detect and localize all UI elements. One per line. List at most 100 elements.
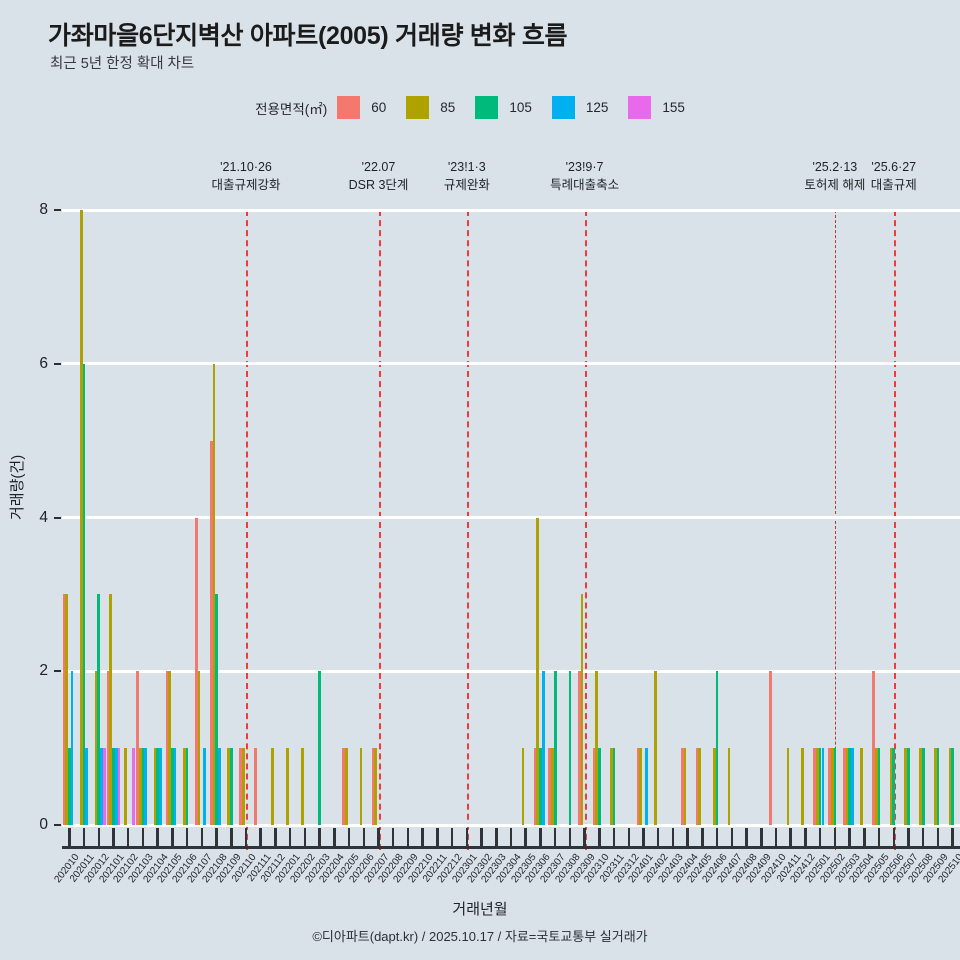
- bar[interactable]: [239, 748, 242, 825]
- bar[interactable]: [212, 363, 216, 825]
- bar[interactable]: [197, 671, 201, 825]
- bar[interactable]: [818, 748, 822, 825]
- bar[interactable]: [80, 210, 83, 825]
- bar[interactable]: [904, 748, 908, 825]
- bar[interactable]: [612, 748, 616, 825]
- bar[interactable]: [816, 748, 819, 825]
- bar[interactable]: [371, 748, 375, 825]
- bar[interactable]: [609, 748, 613, 825]
- bar[interactable]: [828, 748, 831, 825]
- bar[interactable]: [872, 671, 875, 825]
- bar[interactable]: [813, 748, 817, 825]
- bar[interactable]: [536, 517, 540, 825]
- bar[interactable]: [801, 748, 805, 825]
- bar[interactable]: [132, 748, 135, 825]
- bar[interactable]: [877, 748, 881, 825]
- bar[interactable]: [644, 748, 648, 825]
- bar[interactable]: [97, 594, 101, 825]
- bar[interactable]: [597, 748, 601, 825]
- bar[interactable]: [769, 671, 772, 825]
- bar[interactable]: [141, 748, 145, 825]
- bar[interactable]: [209, 440, 213, 825]
- bar[interactable]: [683, 748, 687, 825]
- bar[interactable]: [654, 671, 657, 825]
- bar[interactable]: [195, 517, 198, 825]
- bar[interactable]: [850, 748, 854, 825]
- bar[interactable]: [106, 671, 110, 825]
- bar[interactable]: [889, 748, 893, 825]
- bar[interactable]: [833, 748, 837, 825]
- bar[interactable]: [639, 748, 643, 825]
- bar[interactable]: [156, 748, 160, 825]
- bar[interactable]: [114, 748, 118, 825]
- bar[interactable]: [173, 748, 177, 825]
- bar[interactable]: [286, 748, 289, 825]
- bar[interactable]: [253, 748, 257, 825]
- bar[interactable]: [551, 748, 554, 825]
- bar[interactable]: [185, 748, 189, 825]
- bar[interactable]: [595, 671, 598, 825]
- bar[interactable]: [568, 671, 572, 825]
- bar[interactable]: [374, 748, 378, 825]
- bar[interactable]: [936, 748, 940, 825]
- bar[interactable]: [183, 748, 186, 825]
- bar[interactable]: [921, 748, 925, 825]
- legend-item-60[interactable]: 60: [337, 96, 402, 119]
- bar[interactable]: [144, 748, 148, 825]
- bar[interactable]: [577, 671, 581, 825]
- legend-item-125[interactable]: 125: [551, 96, 625, 119]
- bar[interactable]: [919, 748, 922, 825]
- bar[interactable]: [70, 671, 74, 825]
- bar[interactable]: [65, 594, 68, 825]
- bar[interactable]: [300, 748, 304, 825]
- bar[interactable]: [171, 748, 174, 825]
- bar[interactable]: [553, 671, 557, 825]
- bar[interactable]: [159, 748, 162, 825]
- bar[interactable]: [241, 748, 245, 825]
- bar[interactable]: [548, 748, 552, 825]
- bar[interactable]: [848, 748, 851, 825]
- bar[interactable]: [136, 671, 139, 825]
- bar[interactable]: [359, 748, 363, 825]
- bar[interactable]: [933, 748, 937, 825]
- bar[interactable]: [217, 748, 221, 825]
- bar[interactable]: [62, 594, 66, 825]
- bar[interactable]: [539, 748, 542, 825]
- legend-item-85[interactable]: 85: [406, 96, 471, 119]
- bar[interactable]: [165, 671, 169, 825]
- bar[interactable]: [680, 748, 684, 825]
- bar[interactable]: [168, 671, 172, 825]
- bar[interactable]: [713, 748, 716, 825]
- bar[interactable]: [109, 594, 113, 825]
- bar[interactable]: [85, 748, 89, 825]
- bar[interactable]: [541, 671, 545, 825]
- bar[interactable]: [821, 748, 825, 825]
- bar[interactable]: [951, 748, 954, 825]
- bar[interactable]: [874, 748, 878, 825]
- bar[interactable]: [860, 748, 863, 825]
- legend-item-155[interactable]: 155: [628, 96, 701, 119]
- bar[interactable]: [203, 748, 206, 825]
- bar[interactable]: [948, 748, 952, 825]
- bar[interactable]: [715, 671, 719, 825]
- bar[interactable]: [845, 748, 849, 825]
- bar[interactable]: [117, 748, 121, 825]
- bar[interactable]: [842, 748, 846, 825]
- bar[interactable]: [695, 748, 699, 825]
- bar[interactable]: [229, 748, 233, 825]
- bar[interactable]: [215, 594, 218, 825]
- bar[interactable]: [68, 748, 71, 825]
- bar[interactable]: [94, 671, 98, 825]
- bar[interactable]: [138, 748, 142, 825]
- bar[interactable]: [892, 748, 896, 825]
- bar[interactable]: [727, 748, 731, 825]
- bar[interactable]: [124, 748, 127, 825]
- bar[interactable]: [271, 748, 275, 825]
- bar[interactable]: [592, 748, 596, 825]
- bar[interactable]: [100, 748, 103, 825]
- bar[interactable]: [82, 363, 86, 825]
- bar[interactable]: [227, 748, 230, 825]
- bar[interactable]: [345, 748, 348, 825]
- bar[interactable]: [533, 748, 537, 825]
- bar[interactable]: [521, 748, 525, 825]
